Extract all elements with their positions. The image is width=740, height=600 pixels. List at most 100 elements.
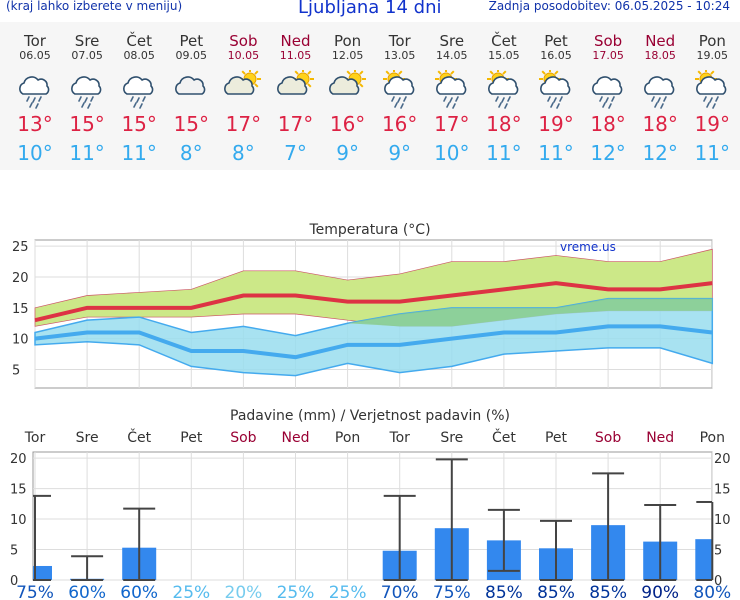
- day-name: Sob: [229, 32, 258, 50]
- sun-ray: [346, 70, 351, 75]
- day-date: 06.05: [19, 49, 51, 62]
- rain-drop: [29, 102, 33, 108]
- max-temperature: 17°: [277, 112, 314, 136]
- cloud: [487, 76, 519, 95]
- cloud: [224, 76, 255, 95]
- probability-label: 75%: [433, 583, 471, 600]
- sun-ray: [502, 70, 507, 75]
- rain-drop: [442, 96, 447, 102]
- day-date: 15.05: [488, 49, 520, 62]
- day-column: Ned 18.05 18° 12°: [634, 22, 686, 170]
- sun-cloud-icon: [224, 70, 262, 95]
- max-temperature: 18°: [486, 112, 522, 136]
- day-name: Ned: [645, 32, 676, 50]
- rain-drop: [553, 97, 557, 103]
- sun-cloud-icon: [328, 70, 366, 95]
- sun-ray: [710, 70, 715, 75]
- probability-label: 20%: [225, 583, 263, 600]
- x-tick-label: Sob: [595, 430, 621, 446]
- probability-label: 25%: [329, 583, 367, 600]
- sun-ray: [554, 70, 559, 75]
- rain-drop: [38, 96, 42, 102]
- sun-ray: [358, 83, 364, 88]
- sun-ray: [254, 83, 259, 88]
- rain-drop: [608, 103, 612, 109]
- y-tick-label-left: 15: [10, 483, 27, 498]
- sun-ray: [397, 70, 403, 75]
- probability-label: 90%: [641, 583, 679, 600]
- sun-ray: [697, 70, 703, 75]
- cloud-rain-icon: [644, 76, 675, 109]
- forecast-strip: [0, 22, 740, 170]
- min-temperature: 12°: [642, 141, 678, 165]
- day-name: Pet: [179, 32, 204, 50]
- min-temperature: 8°: [232, 141, 255, 165]
- min-temperature: 9°: [388, 141, 412, 165]
- sun-cloud-icon: [276, 70, 314, 95]
- y-tick-label-left: 20: [10, 452, 27, 467]
- probability-label: 75%: [16, 583, 54, 600]
- day-name: Tor: [388, 32, 411, 50]
- rain-drop: [81, 102, 85, 108]
- header-hint[interactable]: (kraj lahko izberete v meniju): [6, 0, 183, 13]
- rain-drop: [495, 96, 499, 102]
- rain-drop: [559, 96, 563, 102]
- probability-label: 60%: [68, 583, 106, 600]
- day-date: 16.05: [540, 49, 572, 62]
- rain-drop: [709, 97, 714, 103]
- rain-drop: [504, 103, 508, 109]
- x-tick-label: Sre: [440, 430, 463, 446]
- y-tick-label: 20: [12, 271, 29, 286]
- rain-drop: [498, 102, 502, 108]
- rain-drop: [32, 97, 36, 103]
- cloud-rain-icon: [592, 76, 623, 109]
- min-temperature: 11°: [69, 141, 105, 165]
- cloud: [71, 76, 102, 95]
- y-tick-label-right: 20: [714, 452, 731, 467]
- rain-drop: [507, 96, 511, 102]
- cloud: [592, 76, 623, 95]
- rain-drop: [651, 96, 655, 102]
- day-column: Ned 11.05 17° 7°: [270, 22, 322, 170]
- y-tick-label-left: 10: [10, 513, 27, 528]
- sun-cloud-rain-icon: [539, 70, 571, 109]
- max-temperature: 15°: [121, 112, 157, 136]
- min-temperature: 8°: [179, 141, 203, 165]
- day-name: Tor: [24, 32, 46, 50]
- rain-drop: [706, 102, 711, 108]
- sun-ray: [489, 70, 494, 75]
- rain-drop: [139, 103, 143, 109]
- rain-drop: [599, 96, 603, 102]
- y-tick-label: 25: [12, 240, 29, 255]
- rain-drop: [611, 96, 615, 102]
- x-tick-label: Ned: [646, 430, 674, 446]
- day-date: 07.05: [71, 49, 103, 62]
- cloud-rain-icon: [19, 76, 50, 109]
- cloud-rain-icon: [592, 76, 623, 109]
- day-date: 13.05: [383, 49, 416, 62]
- max-temperature: 19°: [694, 112, 731, 136]
- rain-drop: [142, 96, 146, 102]
- day-column: Čet 15.05 18° 11°: [478, 22, 530, 170]
- cloud-rain-icon: [19, 76, 50, 109]
- y-tick-label: 10: [12, 333, 29, 348]
- cloud-rain-icon: [71, 76, 102, 109]
- cloud: [328, 76, 359, 95]
- cloud: [696, 76, 727, 95]
- rain-drop: [448, 97, 453, 103]
- watermark: vreme.us: [560, 240, 616, 254]
- day-name: Pon: [698, 32, 726, 50]
- sun-cloud-rain-icon: [695, 70, 727, 109]
- rain-drop: [660, 103, 664, 109]
- max-temperature: 16°: [329, 112, 366, 136]
- day-column: Pet 16.05 19° 11°: [530, 22, 582, 170]
- cloud-icon: [175, 76, 206, 95]
- probability-label: 80%: [693, 583, 731, 600]
- max-temperature: 18°: [590, 112, 626, 136]
- sun-ray: [437, 70, 442, 75]
- y-tick-label-right: 5: [714, 544, 722, 559]
- y-tick-label-right: 0: [714, 574, 722, 589]
- x-tick-label: Pon: [335, 430, 360, 446]
- day-date: 19.05: [696, 49, 729, 62]
- day-date: 12.05: [331, 49, 364, 62]
